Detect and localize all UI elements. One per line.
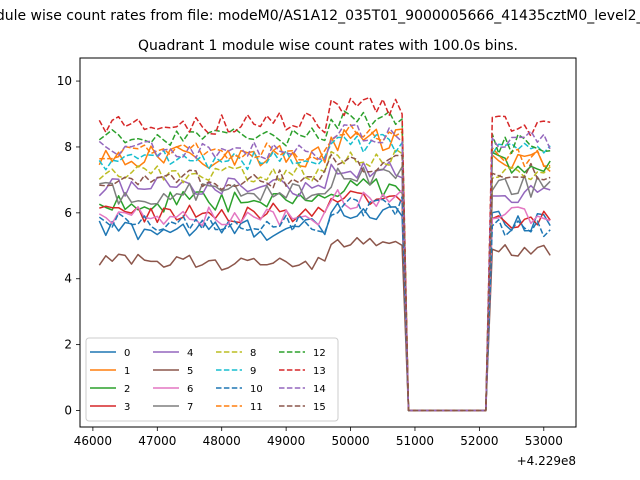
legend-label-12: 12 — [313, 348, 326, 359]
y-tick-label: 0 — [64, 404, 72, 418]
legend-label-5: 5 — [187, 366, 193, 377]
legend-label-10: 10 — [250, 384, 263, 395]
y-tick-label: 4 — [64, 272, 72, 286]
legend-label-4: 4 — [187, 348, 193, 359]
series-line-15 — [99, 153, 551, 412]
legend-label-11: 11 — [250, 402, 263, 413]
y-tick-label: 8 — [64, 140, 72, 154]
legend-label-7: 7 — [187, 402, 193, 413]
y-axis: 0 2 4 6 8 10 — [57, 74, 80, 418]
chart-title: Quadrant 1 module wise count rates with … — [138, 38, 518, 54]
series-line-14 — [98, 123, 551, 412]
legend-label-9: 9 — [250, 366, 256, 377]
legend-box — [85, 337, 339, 422]
legend-label-0: 0 — [124, 348, 130, 359]
plot-area — [98, 96, 551, 412]
x-tick-label: 53000 — [525, 434, 563, 448]
x-tick-label: 46000 — [74, 434, 112, 448]
legend-label-6: 6 — [187, 384, 193, 395]
legend-label-2: 2 — [124, 384, 130, 395]
series-line-11 — [99, 123, 551, 412]
y-tick-label: 2 — [64, 338, 72, 352]
x-offset-label: +4.229e8 — [517, 454, 576, 468]
legend-label-3: 3 — [124, 402, 130, 413]
series-line-9 — [98, 133, 551, 412]
legend-label-14: 14 — [313, 384, 326, 395]
x-tick-label: 49000 — [267, 434, 305, 448]
x-tick-label: 47000 — [138, 434, 176, 448]
x-tick-label: 48000 — [203, 434, 241, 448]
y-tick-label: 10 — [57, 74, 72, 88]
x-tick-label: 50000 — [331, 434, 369, 448]
axes-frame — [79, 57, 577, 428]
x-tick-label: 52000 — [460, 434, 498, 448]
x-axis: 46000 47000 48000 49000 50000 51000 52000 53000 — [74, 427, 563, 448]
legend-label-8: 8 — [250, 348, 256, 359]
x-tick-label: 51000 — [396, 434, 434, 448]
series-line-12 — [98, 110, 551, 412]
figure-suptitle: Quadrant 1 module wise count rates from … — [0, 8, 640, 24]
y-tick-label: 6 — [64, 206, 72, 220]
legend-label-1: 1 — [124, 366, 130, 377]
legend-label-15: 15 — [313, 402, 326, 413]
legend-label-13: 13 — [313, 366, 326, 377]
